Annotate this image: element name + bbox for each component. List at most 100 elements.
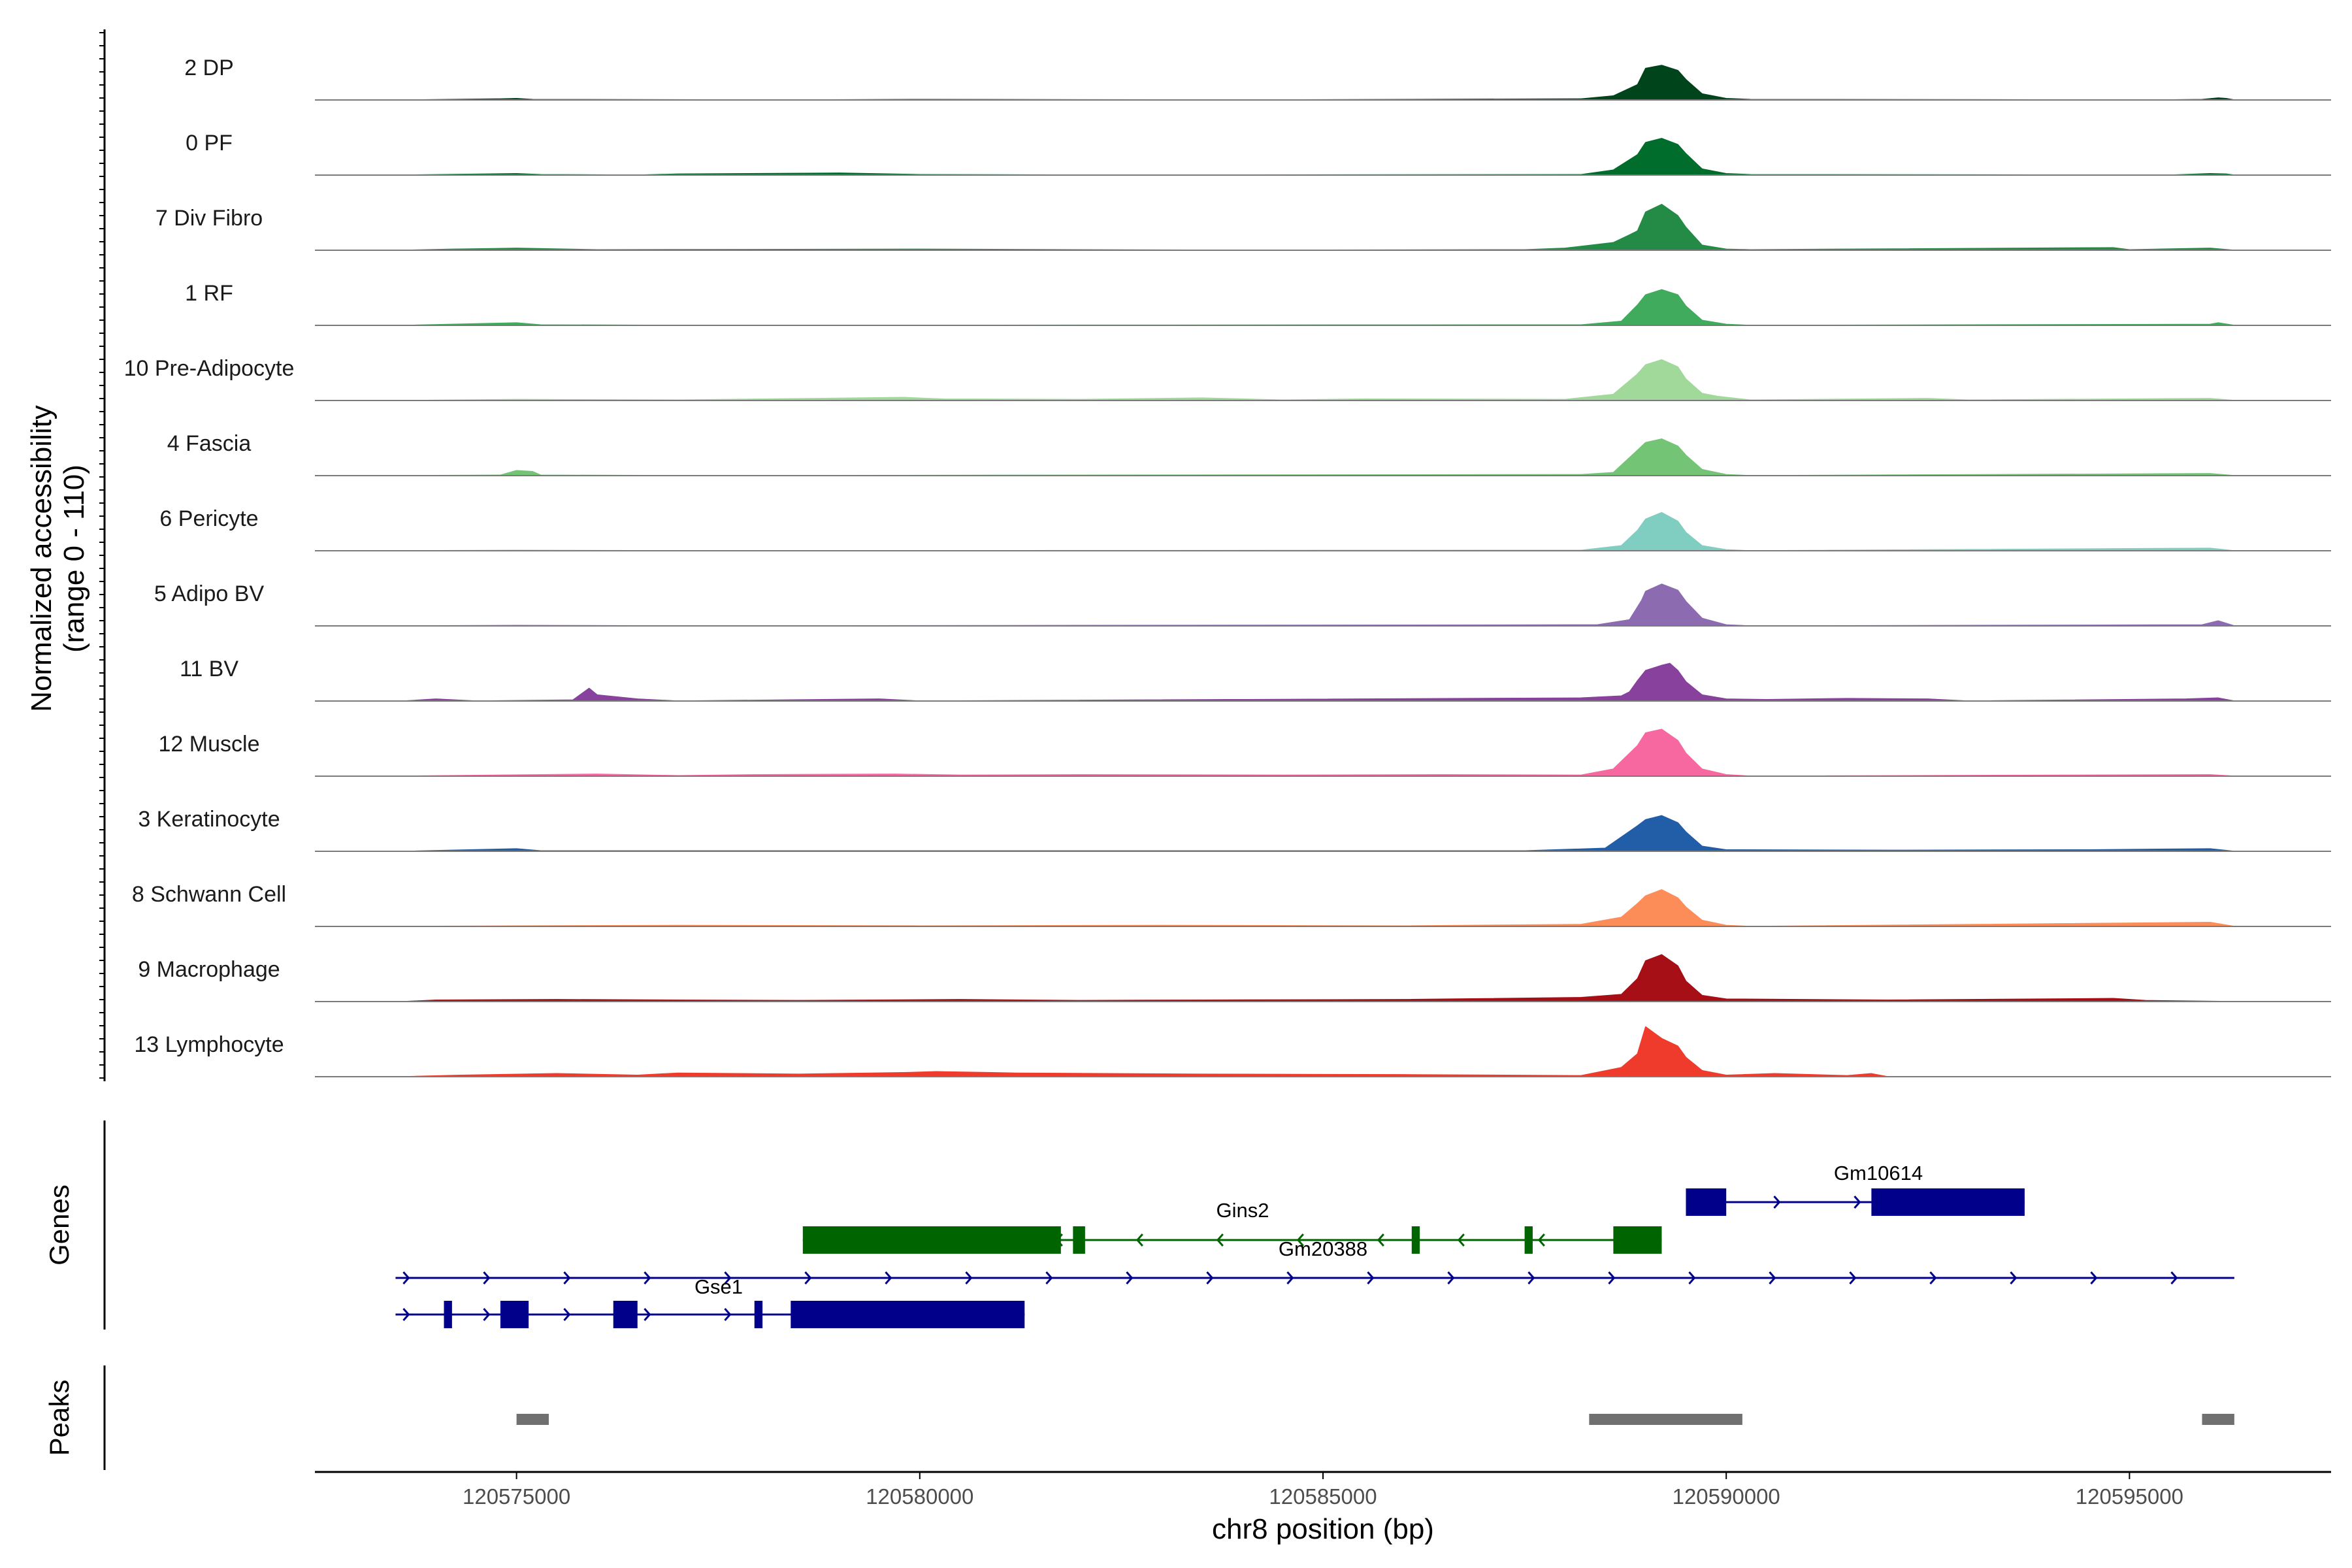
strand-arrow [965,1271,973,1284]
coverage-track: 11 BV [180,657,2331,702]
strand-arrow [1854,1196,1861,1209]
gene-exon [802,1226,1061,1254]
gene-exon [754,1301,763,1328]
strand-arrow [563,1271,571,1284]
strand-arrow [1126,1271,1134,1284]
strand-arrow [1929,1271,1937,1284]
gene-model: Gm20388 [395,1237,2234,1284]
track-label: 3 Keratinocyte [138,807,280,832]
coverage-area [403,138,2235,176]
strand-arrow [1608,1271,1616,1284]
gene-label: Gins2 [1217,1199,1269,1222]
coverage-track: 6 Pericyte [159,506,2331,551]
peak-rect [1589,1414,1742,1425]
track-label: 5 Adipo BV [154,581,265,606]
coverage-area [403,728,2235,777]
strand-arrow [1286,1271,1294,1284]
strand-arrow [1206,1271,1214,1284]
strand-arrow [1377,1233,1384,1247]
strand-arrow [2090,1271,2098,1284]
x-axis-ticks: 120575000 120580000 120585000 120590000 1205… [463,1472,2183,1509]
strand-arrow [1367,1271,1375,1284]
track-label: 13 Lymphocyte [134,1032,284,1057]
strand-arrow [1688,1271,1696,1284]
coverage-tracks: 2 DP 0 PF 7 Div Fibro 1 RF 10 Pre-Adipocyte 4… [124,56,2331,1077]
strand-arrow [1447,1271,1455,1284]
track-label: 11 BV [180,657,238,681]
coverage-area [403,359,2235,401]
coverage-track: 10 Pre-Adipocyte [124,356,2331,401]
gene-exon [1411,1226,1420,1254]
coverage-track: 7 Div Fibro [155,204,2331,251]
gene-model: Gm10614 [1686,1162,2025,1216]
coverage-area [403,204,2235,251]
coverage-area [403,583,2235,627]
gene-exon [1524,1226,1533,1254]
coverage-track: 4 Fascia [167,431,2331,476]
peak-rect [2202,1414,2234,1425]
x-tick-label: 120590000 [1673,1484,1780,1509]
y-axis-title: Normalized accessibility (range 0 - 110) [25,405,90,711]
x-tick-label: 120585000 [1269,1484,1377,1509]
strand-arrow [724,1308,732,1321]
strand-arrow [1773,1196,1781,1209]
strand-arrow [402,1271,410,1284]
strand-arrow [644,1308,651,1321]
strand-arrow [1135,1233,1143,1247]
peak-rect [516,1414,549,1425]
coverage-track: 3 Keratinocyte [138,807,2331,852]
strand-arrow [644,1271,651,1284]
gene-exon [1871,1188,2025,1216]
y-axis-title-range: (range 0 - 110) [58,465,90,653]
coverage-track: 5 Adipo BV [154,581,2331,627]
peaks-panel-label: Peaks [44,1380,74,1456]
gene-exon [1073,1226,1085,1254]
strand-arrow [1296,1233,1304,1247]
strand-arrow [1045,1271,1053,1284]
x-tick-label: 120575000 [463,1484,570,1509]
peaks-panel: Peaks [44,1365,2234,1470]
track-label: 0 PF [186,131,233,155]
track-label: 12 Muscle [159,732,260,757]
coverage-area [403,512,2235,551]
coverage-area [403,889,2235,927]
coverage-area [403,289,2235,326]
track-label: 8 Schwann Cell [132,882,286,907]
track-label: 7 Div Fibro [155,206,263,231]
strand-arrow [2170,1271,2178,1284]
strand-arrow [483,1271,491,1284]
strand-arrow [483,1308,491,1321]
coverage-area [403,815,2235,852]
gene-exon [613,1301,638,1328]
coverage-track: 0 PF [186,131,2331,176]
strand-arrow [563,1308,571,1321]
x-axis-title: chr8 position (bp) [1212,1513,1434,1545]
coverage-area [403,438,2235,476]
track-label: 1 RF [185,281,233,306]
gene-label: Gm20388 [1279,1237,1367,1260]
strand-arrow [402,1308,410,1321]
coverage-track: 2 DP [184,56,2331,101]
x-tick-label: 120580000 [866,1484,973,1509]
genes-panel-label: Genes [44,1184,74,1266]
coverage-track: 12 Muscle [159,728,2331,777]
gene-exon [500,1301,529,1328]
track-label: 10 Pre-Adipocyte [124,356,295,381]
gene-label: Gm10614 [1834,1162,1923,1184]
gene-exon [1613,1226,1662,1254]
strand-arrow [1216,1233,1224,1247]
gene-exon [444,1301,452,1328]
gene-models: Gm10614 Gins2 Gm20388 Gse1 [395,1162,2234,1328]
gene-exon [1686,1188,1727,1216]
x-tick-label: 120595000 [2076,1484,2183,1509]
coverage-area [403,954,2235,1002]
x-axis: 120575000 120580000 120585000 120590000 1205… [315,1471,2331,1545]
strand-arrow [885,1271,892,1284]
coverage-area [403,662,2235,702]
coverage-track: 8 Schwann Cell [132,882,2331,927]
y-axis-title-main: Normalized accessibility [25,405,57,711]
strand-arrow [804,1271,812,1284]
peak-rects [516,1414,2234,1425]
track-label: 9 Macrophage [138,957,280,982]
